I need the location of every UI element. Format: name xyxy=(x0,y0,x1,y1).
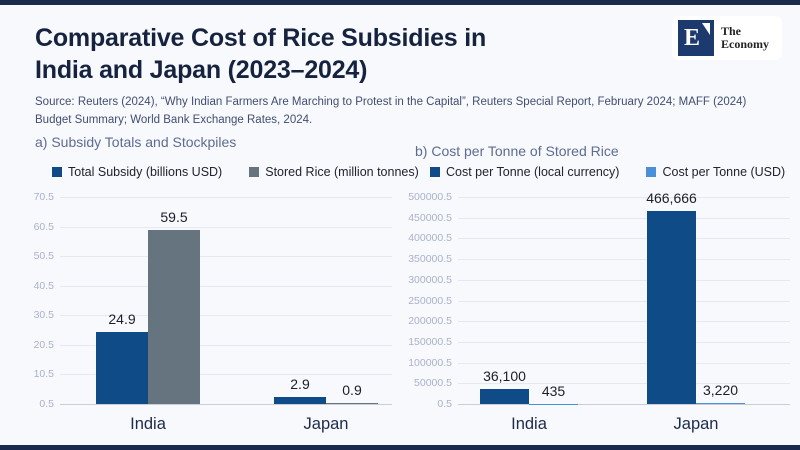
y-tick-label: 50.5 xyxy=(33,250,54,263)
chart-b-legend: Cost per Tonne (local currency) Cost per … xyxy=(430,165,785,179)
legend-item: Total Subsidy (billions USD) xyxy=(52,165,222,179)
bar-japan-series-0 xyxy=(647,210,696,404)
category-label-india: India xyxy=(130,415,166,433)
y-tick-label: 10.5 xyxy=(33,368,54,381)
y-tick-label: 200000.5 xyxy=(408,315,452,328)
bar-india-series-0 xyxy=(96,331,148,404)
y-tick-label: 50000.5 xyxy=(414,377,452,390)
gridline xyxy=(60,226,392,228)
y-tick-label: 300000.5 xyxy=(408,273,452,286)
legend-label: Cost per Tonne (USD) xyxy=(662,165,786,179)
logo-word-the: The xyxy=(721,23,742,38)
value-label: 435 xyxy=(541,382,566,399)
gridline xyxy=(458,197,790,198)
chart-cost-per-tonne: b) Cost per Tonne of Stored Rice Cost pe… xyxy=(400,130,800,442)
gridline xyxy=(458,259,790,261)
gridline xyxy=(458,279,790,281)
gridline xyxy=(60,374,392,376)
gridline xyxy=(458,383,790,385)
value-label: 3,220 xyxy=(702,381,739,398)
value-label: 36,100 xyxy=(483,368,526,385)
gridline xyxy=(458,217,790,219)
y-tick-label: 20.5 xyxy=(33,338,54,351)
gridline xyxy=(458,341,790,343)
value-label: 466,666 xyxy=(646,189,697,206)
gridline xyxy=(60,344,392,346)
y-tick-label: 250000.5 xyxy=(408,294,452,307)
title-line-2: India and Japan (2023–2024) xyxy=(35,56,368,84)
category-label-japan: Japan xyxy=(673,415,719,433)
chart-b-plot-area: 0.5 50000.5 100000.5 150000.5 200000.5 250000… xyxy=(400,130,800,442)
logo-e-icon: E xyxy=(678,20,714,56)
bar-japan-series-1 xyxy=(326,402,378,404)
gridline xyxy=(458,238,790,240)
logo-word-economy: Economy xyxy=(721,37,769,51)
value-label: 24.9 xyxy=(108,310,136,327)
gridline xyxy=(60,404,392,405)
title-line-1: Comparative Cost of Rice Subsidies in xyxy=(35,24,487,52)
y-tick-label: 150000.5 xyxy=(408,335,452,348)
gridline xyxy=(458,300,790,302)
chart-a-title: a) Subsidy Totals and Stockpiles xyxy=(35,134,237,150)
bar-india-series-1 xyxy=(148,229,200,404)
gridline xyxy=(60,315,392,317)
y-tick-label: 100000.5 xyxy=(408,356,452,369)
chart-subsidy-totals: a) Subsidy Totals and Stockpiles Total S… xyxy=(0,130,419,442)
chart-b-title: b) Cost per Tonne of Stored Rice xyxy=(415,143,619,159)
gridline xyxy=(60,285,392,287)
value-label: 59.5 xyxy=(160,208,188,225)
y-tick-label: 70.5 xyxy=(33,191,54,203)
gridline xyxy=(458,404,790,405)
legend-label: Cost per Tonne (local currency) xyxy=(446,165,620,179)
top-border xyxy=(0,0,800,5)
y-tick-label: 60.5 xyxy=(33,220,54,233)
legend-swatch-icon xyxy=(430,167,440,177)
chart-a-plot-area: 0.5 10.5 20.5 30.5 40.5 50.5 60.5 70.5 24.9 59.5 I… xyxy=(0,130,400,442)
legend-swatch-icon xyxy=(52,167,62,177)
y-tick-label: 0.5 xyxy=(437,398,452,410)
category-label-japan: Japan xyxy=(303,415,349,433)
category-label-india: India xyxy=(511,415,547,433)
page-title: Comparative Cost of Rice Subsidies in In… xyxy=(35,22,675,86)
legend-swatch-icon xyxy=(646,167,657,177)
bar-japan-series-1 xyxy=(696,402,745,404)
value-label: 0.9 xyxy=(342,381,362,398)
legend-label: Stored Rice (million tonnes) xyxy=(265,165,419,179)
chart-a-legend: Total Subsidy (billions USD) Stored Rice … xyxy=(52,165,419,179)
y-tick-label: 40.5 xyxy=(33,279,54,292)
y-tick-label: 500000.5 xyxy=(408,191,452,203)
the-economy-logo: E The Economy xyxy=(672,16,782,60)
logo-wordmark: The Economy xyxy=(721,23,769,52)
bottom-border xyxy=(0,445,800,450)
y-tick-label: 450000.5 xyxy=(408,211,452,224)
source-citation: Source: Reuters (2024), “Why Indian Farm… xyxy=(35,96,747,126)
value-label: 2.9 xyxy=(290,375,310,392)
legend-item: Cost per Tonne (local currency) xyxy=(430,165,619,179)
y-tick-label: 30.5 xyxy=(33,309,54,322)
legend-label: Total Subsidy (billions USD) xyxy=(68,165,223,179)
gridline xyxy=(458,362,790,364)
gridline xyxy=(458,321,790,323)
legend-swatch-icon xyxy=(249,167,260,177)
legend-item: Cost per Tonne (USD) xyxy=(646,165,785,179)
title-block: Comparative Cost of Rice Subsidies in In… xyxy=(35,22,746,130)
logo-apostrophe-icon xyxy=(702,23,710,35)
gridline xyxy=(60,256,392,258)
y-tick-label: 350000.5 xyxy=(408,253,452,266)
bar-india-series-0 xyxy=(480,389,529,404)
bar-japan-series-0 xyxy=(274,396,326,404)
logo-e-letter: E xyxy=(683,25,700,51)
legend-item: Stored Rice (million tonnes) xyxy=(249,165,419,179)
gridline xyxy=(60,197,392,198)
y-tick-label: 0.5 xyxy=(39,398,54,410)
y-tick-label: 400000.5 xyxy=(408,232,452,245)
